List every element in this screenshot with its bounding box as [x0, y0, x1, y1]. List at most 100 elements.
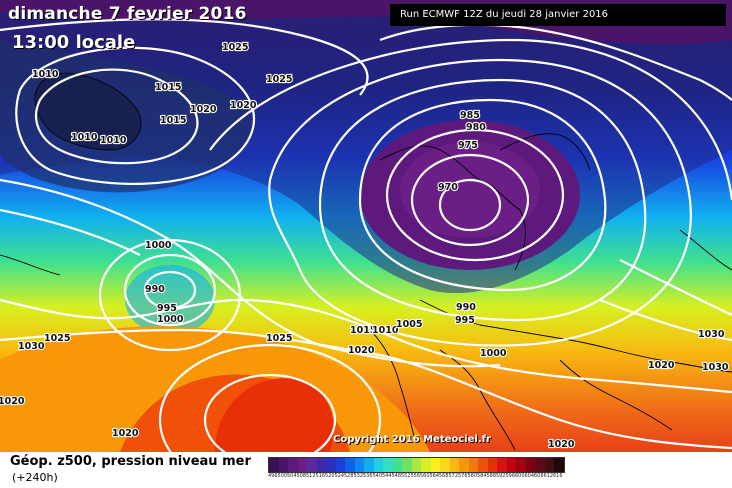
copyright: Copyright 2016 Meteociel.fr — [333, 434, 491, 445]
color-swatch — [487, 458, 497, 472]
isobar-label: 1025 — [222, 42, 248, 53]
isobar-label: 1020 — [230, 100, 257, 111]
isobar-1005-1010 — [0, 208, 732, 394]
color-swatch — [449, 458, 459, 472]
color-scale-label: 556 — [410, 473, 421, 479]
isobar-label: 1010 — [372, 325, 399, 336]
color-scale-label: 508 — [296, 473, 307, 479]
color-swatch — [440, 458, 450, 472]
isobar-label: 1030 — [18, 341, 45, 352]
color-swatch — [316, 458, 326, 472]
isobar-label: 1000 — [157, 314, 184, 325]
color-scale-label: 548 — [391, 473, 402, 479]
forecast-date: dimanche 7 fevrier 2016 — [8, 4, 247, 24]
color-swatch — [288, 458, 298, 472]
isobar-label: 1020 — [648, 360, 675, 371]
color-scale-label: 608 — [534, 473, 544, 479]
isobar-1020-greenland — [15, 46, 256, 186]
isobar-label: 1015 — [155, 82, 181, 93]
color-swatch — [269, 458, 279, 472]
color-scale-label: 516 — [315, 473, 326, 479]
isobar-label: 1010 — [100, 135, 127, 146]
color-swatch — [430, 458, 440, 472]
isobar-label: 1000 — [480, 348, 507, 359]
color-swatch — [478, 458, 488, 472]
isobar-label: 985 — [460, 110, 480, 121]
isobar-990 — [318, 78, 647, 322]
color-swatch — [392, 458, 402, 472]
color-swatch — [402, 458, 412, 472]
isobar-1025-north — [0, 18, 369, 96]
legend-title: Géop. z500, pression niveau mer — [10, 454, 251, 469]
color-scale-label: 524 — [334, 473, 345, 479]
forecast-time: 13:00 locale — [12, 32, 136, 53]
isobar-label: 1015 — [350, 325, 376, 336]
color-swatch — [554, 458, 564, 472]
color-scale — [268, 457, 565, 473]
color-scale-ticks: 496 500 504 508 512 516 520 524 528 532 536 540 544 5… — [268, 473, 563, 479]
isobar-label: 1020 — [348, 345, 375, 356]
isobar-1025-high — [158, 343, 382, 452]
color-scale-label: 584 — [477, 473, 487, 479]
color-scale-label: 500 — [277, 473, 288, 479]
isobar-1020 — [0, 328, 732, 450]
isobar-980 — [385, 128, 565, 262]
color-swatch — [278, 458, 288, 472]
color-scale-label: 616 — [553, 473, 563, 479]
isobar-label: 1030 — [698, 329, 725, 340]
color-swatch — [544, 458, 554, 472]
isobar-985 — [358, 98, 607, 292]
color-swatch — [421, 458, 431, 472]
color-scale-label: 520 — [325, 473, 335, 479]
color-swatch — [497, 458, 507, 472]
color-scale-label: 576 — [458, 473, 468, 479]
isobars — [0, 18, 732, 452]
isobar-label: 990 — [145, 284, 165, 295]
color-scale-label: 580 — [467, 473, 478, 479]
isobar-label: 1025 — [266, 333, 292, 344]
isobar-label: 1020 — [0, 396, 25, 407]
isobar-990-atlantic — [143, 270, 197, 310]
isobar-label: 1010 — [32, 69, 59, 80]
isobar-1015-greenland — [35, 68, 199, 165]
color-scale-label: 612 — [543, 473, 554, 479]
isobar-995 — [268, 58, 692, 347]
color-swatch — [297, 458, 307, 472]
color-scale-label: 572 — [448, 473, 459, 479]
legend-footer: Géop. z500, pression niveau mer (+240h) … — [0, 452, 732, 488]
color-scale-label: 528 — [344, 473, 354, 479]
color-scale-label: 560 — [420, 473, 430, 479]
isobar-label: 1020 — [112, 428, 139, 439]
color-scale-label: 536 — [363, 473, 373, 479]
color-swatch — [326, 458, 336, 472]
color-swatch — [364, 458, 374, 472]
color-swatch — [468, 458, 478, 472]
color-swatch — [411, 458, 421, 472]
isobar-label: 975 — [458, 140, 478, 151]
isobar-label: 1025 — [44, 333, 70, 344]
color-swatch — [354, 458, 364, 472]
isobar-label: 995 — [455, 315, 475, 326]
color-scale-label: 496 — [268, 473, 278, 479]
color-scale-label: 504 — [287, 473, 297, 479]
isobar-label: 1025 — [266, 74, 292, 85]
color-scale-label: 596 — [505, 473, 516, 479]
isobar-label: 980 — [466, 122, 486, 133]
color-swatch — [516, 458, 526, 472]
ridge-red-core — [215, 378, 334, 452]
isobar-label: 1030 — [702, 362, 729, 373]
color-swatch — [335, 458, 345, 472]
color-swatch — [459, 458, 469, 472]
color-swatch — [307, 458, 317, 472]
color-scale-label: 592 — [496, 473, 506, 479]
color-swatch — [383, 458, 393, 472]
isobar-label: 970 — [438, 182, 458, 193]
color-scale-label: 568 — [439, 473, 449, 479]
color-scale-label: 600 — [515, 473, 525, 479]
isobar-label: 1015 — [160, 115, 186, 126]
legend-subtitle: (+240h) — [12, 471, 58, 484]
color-swatch — [373, 458, 383, 472]
color-scale-label: 532 — [353, 473, 364, 479]
isobar-995-atlantic — [123, 253, 217, 327]
